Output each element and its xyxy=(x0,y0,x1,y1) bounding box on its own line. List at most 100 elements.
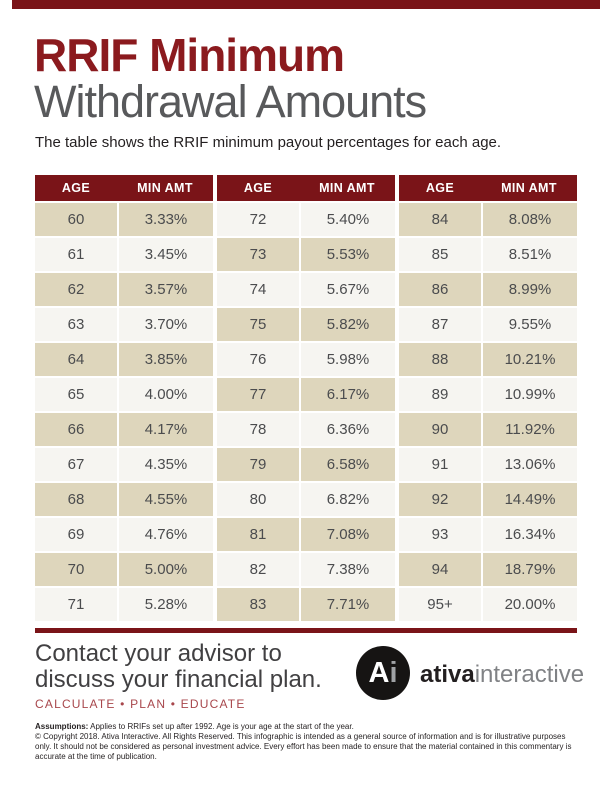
age-column-header: AGE xyxy=(243,181,273,195)
min-amt-cell: 8.99% xyxy=(483,273,577,306)
min-amt-cell: 5.82% xyxy=(301,308,395,341)
table-column-group: AGE MIN AMT 72 5.40% 73 5.53% 74 5.67% 75 5.82% 76… xyxy=(217,175,395,621)
min-amt-cell: 8.08% xyxy=(483,203,577,236)
age-cell: 88 xyxy=(399,343,481,376)
min-amt-cell: 7.71% xyxy=(301,588,395,621)
age-cell: 65 xyxy=(35,378,117,411)
table-body: 72 5.40% 73 5.53% 74 5.67% 75 5.82% 76 5.98% 77 6.1… xyxy=(217,203,395,621)
age-cell: 61 xyxy=(35,238,117,271)
age-cell: 95+ xyxy=(399,588,481,621)
age-cell: 93 xyxy=(399,518,481,551)
age-cell: 71 xyxy=(35,588,117,621)
age-cell: 82 xyxy=(217,553,299,586)
age-cell: 81 xyxy=(217,518,299,551)
min-amt-cell: 14.49% xyxy=(483,483,577,516)
top-accent-bar xyxy=(12,0,600,9)
age-cell: 60 xyxy=(35,203,117,236)
assumptions-label: Assumptions: xyxy=(35,722,89,731)
min-amt-cell: 6.58% xyxy=(301,448,395,481)
min-amt-cell: 4.00% xyxy=(119,378,213,411)
age-cell: 62 xyxy=(35,273,117,306)
cta-line2: discuss your financial plan. xyxy=(35,666,322,693)
age-cell: 91 xyxy=(399,448,481,481)
min-amt-cell: 6.17% xyxy=(301,378,395,411)
min-amt-cell: 5.00% xyxy=(119,553,213,586)
cta-line1: Contact your advisor to xyxy=(35,640,282,667)
fine-print: Assumptions: Applies to RRIFs set up aft… xyxy=(35,722,580,762)
brand-name-light: interactive xyxy=(474,661,585,688)
rrif-table: AGE MIN AMT 60 3.33% 61 3.45% 62 3.57% 63 3.70% 64… xyxy=(35,175,577,621)
min-amt-cell: 18.79% xyxy=(483,553,577,586)
min-amt-cell: 9.55% xyxy=(483,308,577,341)
min-amt-cell: 3.45% xyxy=(119,238,213,271)
min-amt-cell: 10.99% xyxy=(483,378,577,411)
divider-rule xyxy=(35,628,577,633)
min-amt-cell: 3.33% xyxy=(119,203,213,236)
table-body: 60 3.33% 61 3.45% 62 3.57% 63 3.70% 64 3.85% 65 4.0… xyxy=(35,203,213,621)
age-cell: 86 xyxy=(399,273,481,306)
min-amt-cell: 11.92% xyxy=(483,413,577,446)
min-amt-cell: 20.00% xyxy=(483,588,577,621)
min-amt-cell: 5.40% xyxy=(301,203,395,236)
min-amt-column-header: MIN AMT xyxy=(137,181,193,195)
min-amt-cell: 5.67% xyxy=(301,273,395,306)
min-amt-cell: 6.36% xyxy=(301,413,395,446)
min-amt-cell: 10.21% xyxy=(483,343,577,376)
age-cell: 68 xyxy=(35,483,117,516)
age-cell: 90 xyxy=(399,413,481,446)
assumptions-line: Assumptions: Applies to RRIFs set up aft… xyxy=(35,722,580,732)
copyright-text: © Copyright 2018. Ativa Interactive. All… xyxy=(35,732,572,761)
page-title-line2: Withdrawal Amounts xyxy=(34,76,427,127)
age-cell: 67 xyxy=(35,448,117,481)
age-cell: 63 xyxy=(35,308,117,341)
age-cell: 77 xyxy=(217,378,299,411)
brand-name: ativainteractive xyxy=(420,661,584,689)
age-cell: 69 xyxy=(35,518,117,551)
age-cell: 66 xyxy=(35,413,117,446)
min-amt-cell: 7.08% xyxy=(301,518,395,551)
age-cell: 73 xyxy=(217,238,299,271)
min-amt-cell: 4.76% xyxy=(119,518,213,551)
logo-monogram-i: i xyxy=(389,656,398,689)
age-cell: 83 xyxy=(217,588,299,621)
age-cell: 70 xyxy=(35,553,117,586)
age-cell: 87 xyxy=(399,308,481,341)
logo-monogram-a: A xyxy=(368,656,390,689)
min-amt-cell: 7.38% xyxy=(301,553,395,586)
table-column-group: AGE MIN AMT 84 8.08% 85 8.51% 86 8.99% 87 9.55% 88… xyxy=(399,175,577,621)
min-amt-cell: 4.17% xyxy=(119,413,213,446)
age-cell: 84 xyxy=(399,203,481,236)
min-amt-cell: 16.34% xyxy=(483,518,577,551)
min-amt-cell: 5.98% xyxy=(301,343,395,376)
age-column-header: AGE xyxy=(425,181,455,195)
assumptions-text: Applies to RRIFs set up after 1992. Age … xyxy=(88,722,354,731)
age-cell: 89 xyxy=(399,378,481,411)
table-header-row: AGE MIN AMT xyxy=(35,175,213,201)
age-column-header: AGE xyxy=(61,181,91,195)
age-cell: 78 xyxy=(217,413,299,446)
min-amt-cell: 8.51% xyxy=(483,238,577,271)
age-cell: 85 xyxy=(399,238,481,271)
age-cell: 80 xyxy=(217,483,299,516)
age-cell: 79 xyxy=(217,448,299,481)
min-amt-column-header: MIN AMT xyxy=(501,181,557,195)
table-body: 84 8.08% 85 8.51% 86 8.99% 87 9.55% 88 10.21% 89 10… xyxy=(399,203,577,621)
table-column-group: AGE MIN AMT 60 3.33% 61 3.45% 62 3.57% 63 3.70% 64… xyxy=(35,175,213,621)
brand-name-bold: ativa xyxy=(420,661,475,688)
age-cell: 75 xyxy=(217,308,299,341)
min-amt-cell: 4.55% xyxy=(119,483,213,516)
min-amt-cell: 4.35% xyxy=(119,448,213,481)
age-cell: 72 xyxy=(217,203,299,236)
min-amt-cell: 3.85% xyxy=(119,343,213,376)
table-header-row: AGE MIN AMT xyxy=(399,175,577,201)
table-description: The table shows the RRIF minimum payout … xyxy=(35,134,502,151)
age-cell: 76 xyxy=(217,343,299,376)
min-amt-cell: 6.82% xyxy=(301,483,395,516)
min-amt-column-header: MIN AMT xyxy=(319,181,375,195)
page-title-line1: RRIF Minimum xyxy=(34,29,345,81)
tagline: CALCULATE • PLAN • EDUCATE xyxy=(35,697,246,711)
min-amt-cell: 13.06% xyxy=(483,448,577,481)
min-amt-cell: 5.53% xyxy=(301,238,395,271)
